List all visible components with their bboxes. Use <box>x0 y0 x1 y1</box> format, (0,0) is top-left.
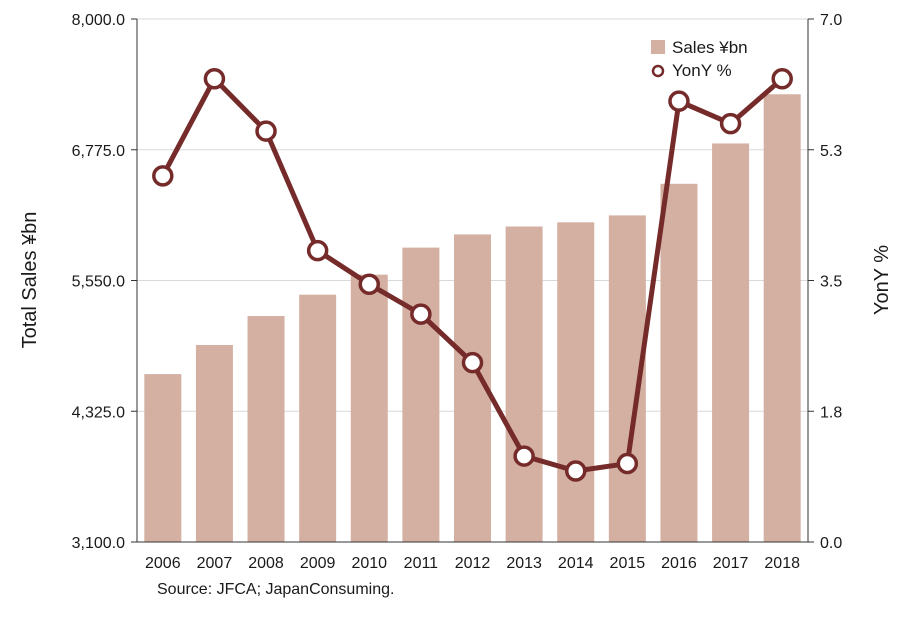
bar <box>712 143 750 543</box>
legend-label-sales: Sales ¥bn <box>672 38 748 57</box>
y-axis-title: Total Sales ¥bn <box>19 212 41 349</box>
y2-tick-label: 1.8 <box>820 404 842 421</box>
bar <box>557 222 595 542</box>
source-note: Source: JFCA; JapanConsuming. <box>157 581 395 598</box>
bar-series <box>144 94 801 543</box>
y-tick-label: 8,000.0 <box>72 12 125 29</box>
yony-point <box>668 90 690 112</box>
yony-point <box>719 112 742 135</box>
yony-point <box>461 351 484 374</box>
axes <box>131 18 814 543</box>
x-tick-label: 2013 <box>506 555 542 572</box>
y-tick-label: 5,550.0 <box>72 274 125 291</box>
x-tick-label: 2007 <box>197 555 233 572</box>
y2-tick-label: 0.0 <box>820 535 842 552</box>
x-tick-label: 2015 <box>610 555 646 572</box>
yony-point <box>255 120 277 142</box>
y-tick-label: 6,775.0 <box>72 143 125 160</box>
y2-tick-label: 3.5 <box>820 274 842 291</box>
x-tick-label: 2010 <box>351 555 387 572</box>
bar <box>195 344 233 542</box>
bar <box>299 294 337 542</box>
x-tick-label: 2018 <box>764 555 800 572</box>
y-tick-label: 3,100.0 <box>72 535 125 552</box>
y-tick-label: 4,325.0 <box>72 404 125 421</box>
legend-swatch-yony <box>651 64 665 78</box>
yony-point <box>410 303 432 325</box>
bar <box>763 94 801 542</box>
legend: Sales ¥bn YonY % <box>651 38 748 80</box>
x-tick-label: 2014 <box>558 555 594 572</box>
bar <box>350 274 388 542</box>
y2-axis-title: YonY % <box>871 245 893 315</box>
x-tick-label: 2011 <box>404 555 439 572</box>
yony-point <box>513 445 535 467</box>
tick-labels: 3,100.0 4,325.0 5,550.0 6,775.0 8,000.0 0.0 1.… <box>72 12 843 572</box>
bar <box>660 183 698 542</box>
x-tick-label: 2006 <box>145 555 181 572</box>
y2-tick-label: 7.0 <box>820 12 842 29</box>
yony-point <box>358 273 381 295</box>
x-tick-label: 2016 <box>661 555 697 572</box>
legend-swatch-sales <box>651 40 665 54</box>
yony-point <box>564 460 587 482</box>
x-tick-label: 2017 <box>713 555 749 572</box>
x-tick-label: 2012 <box>455 555 491 572</box>
x-tick-label: 2008 <box>248 555 284 572</box>
yony-point <box>616 452 639 475</box>
yony-point <box>306 239 329 262</box>
legend-label-yony: YonY % <box>672 61 732 80</box>
x-tick-label: 2009 <box>300 555 336 572</box>
line-series <box>152 68 793 482</box>
bar <box>247 316 285 542</box>
bar <box>505 226 543 542</box>
bar <box>402 247 440 542</box>
yony-point <box>771 68 793 90</box>
yony-point <box>152 165 174 187</box>
y2-tick-label: 5.3 <box>820 143 842 160</box>
yony-point <box>203 68 226 90</box>
bar <box>144 374 182 542</box>
